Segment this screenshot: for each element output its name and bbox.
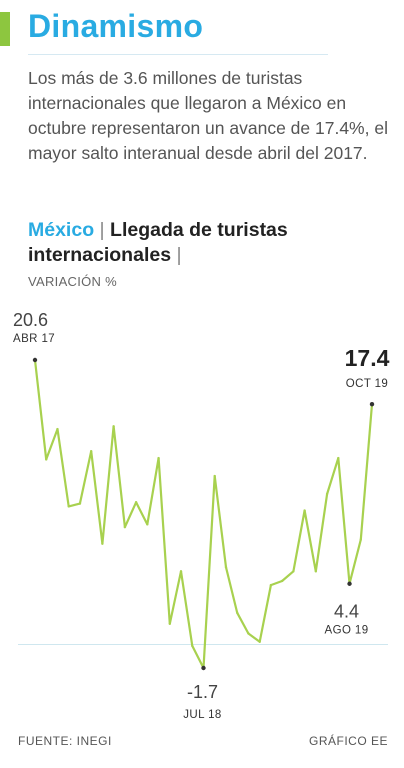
annotation-value: 20.6 <box>13 310 48 330</box>
data-point <box>123 525 127 529</box>
data-point <box>67 505 70 508</box>
data-point <box>191 644 194 648</box>
data-point <box>337 456 340 460</box>
annotation-value: 4.4 <box>334 602 359 622</box>
source-note: FUENTE: INEGI <box>18 734 112 748</box>
chart-subtitle: México | Llegada de turistas internacion… <box>28 218 388 268</box>
chart-country: México <box>28 219 95 241</box>
annotation-marker <box>201 665 206 671</box>
data-point <box>303 509 306 512</box>
data-point <box>168 622 171 626</box>
subtitle-separator-end: | <box>176 244 182 266</box>
data-point <box>78 502 82 505</box>
data-point <box>112 425 115 428</box>
data-point <box>325 492 329 496</box>
data-point <box>146 523 149 526</box>
annotation-date: OCT 19 <box>346 378 388 390</box>
annotation-date: AGO 19 <box>325 625 369 637</box>
data-point <box>258 640 261 643</box>
data-point <box>236 611 239 614</box>
subtitle-separator: | <box>99 219 105 241</box>
accent-bar <box>0 12 10 46</box>
annotation-date: JUL 18 <box>183 709 221 721</box>
data-point <box>224 565 228 569</box>
annotation-date: ABR 17 <box>13 333 55 345</box>
data-point <box>134 501 138 504</box>
data-point <box>280 579 284 583</box>
data-point <box>314 570 318 573</box>
data-point <box>247 632 250 635</box>
annotation-value: 17.4 <box>345 345 390 371</box>
lead-paragraph: Los más de 3.6 millones de turistas inte… <box>28 68 388 163</box>
chart-subtitle-text: Llegada de turistas internacionales <box>28 219 288 266</box>
series-line <box>33 359 374 670</box>
annotation-marker <box>32 357 38 363</box>
page-title: Dinamismo <box>28 8 204 44</box>
data-point <box>292 570 295 573</box>
data-point <box>89 449 93 453</box>
title-divider <box>28 54 328 55</box>
graphic-credit: GRÁFICO EE <box>308 734 388 748</box>
annotation-marker <box>369 401 375 407</box>
data-point <box>179 570 183 573</box>
data-point <box>45 458 48 461</box>
y-axis-label: VARIACIÓN % <box>28 274 118 289</box>
data-point <box>269 583 273 587</box>
data-point <box>56 427 59 431</box>
data-point <box>157 456 160 460</box>
data-point <box>359 538 362 541</box>
annotation-marker <box>347 581 352 586</box>
data-point <box>101 542 104 545</box>
data-point <box>213 474 216 478</box>
annotation-value: -1.7 <box>187 682 218 702</box>
